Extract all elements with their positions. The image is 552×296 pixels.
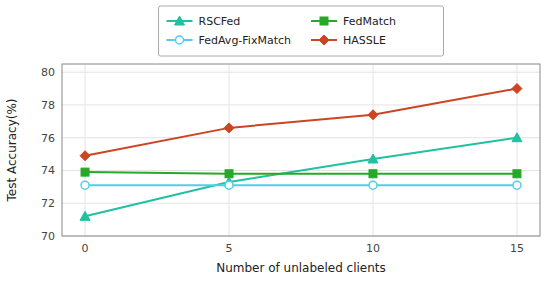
- y-tick-label: 80: [41, 66, 55, 79]
- series-line: [85, 172, 517, 174]
- legend-label: FedMatch: [343, 15, 396, 28]
- x-tick-label: 15: [510, 242, 524, 255]
- series-marker: [368, 154, 378, 163]
- plot-background: [62, 64, 540, 236]
- data-area: [80, 84, 522, 221]
- legend-marker: [319, 35, 329, 45]
- x-axis-label: Number of unlabeled clients: [216, 261, 386, 275]
- series-marker: [80, 151, 90, 161]
- grid: [62, 64, 540, 236]
- x-grid-line: [229, 64, 230, 236]
- series-marker: [513, 181, 521, 189]
- plot-frame: [62, 64, 540, 236]
- legend-marker: [320, 17, 328, 25]
- y-axis-label: Test Accuracy(%): [5, 99, 19, 203]
- legend-frame: [159, 6, 444, 56]
- series-marker: [369, 170, 377, 178]
- series-marker: [81, 168, 89, 176]
- series-line: [85, 138, 517, 217]
- x-tick-label: 10: [366, 242, 380, 255]
- y-tick-label: 76: [41, 132, 55, 145]
- legend-label: FedAvg-FixMatch: [199, 34, 292, 47]
- x-grid-line: [85, 64, 86, 236]
- series-marker: [80, 211, 90, 220]
- series-marker: [368, 110, 378, 120]
- series-line: [85, 89, 517, 156]
- series-marker: [512, 133, 522, 142]
- chart-container: 70 72 74 76 78 80 0 5 10 15 Number of unlabeled cl…: [0, 0, 552, 296]
- legend-marker: [176, 36, 184, 44]
- y-tick-label: 70: [41, 230, 55, 243]
- series-marker: [513, 170, 521, 178]
- y-tick-label: 78: [41, 99, 55, 112]
- series-marker: [81, 181, 89, 189]
- chart: 70 72 74 76 78 80 0 5 10 15 Number of unlabeled cl…: [0, 0, 552, 296]
- y-tick-label: 72: [41, 197, 55, 210]
- series-marker: [369, 181, 377, 189]
- legend-marker: [175, 16, 185, 25]
- y-grid-line: [62, 72, 540, 73]
- x-tick-label: 5: [226, 242, 233, 255]
- x-tick-label: 0: [82, 242, 89, 255]
- series-marker: [225, 181, 233, 189]
- series-marker: [225, 170, 233, 178]
- y-grid-line: [62, 137, 540, 138]
- x-grid-line: [372, 64, 373, 236]
- y-tick-label: 74: [41, 164, 55, 177]
- legend-label: HASSLE: [343, 34, 386, 47]
- y-grid-line: [62, 104, 540, 105]
- series-marker: [512, 84, 522, 94]
- y-grid-line: [62, 203, 540, 204]
- legend-label: RSCFed: [199, 15, 241, 28]
- series-line: [85, 184, 517, 186]
- legend: RSCFed FedMatch FedAvg-FixMatch HASSLE: [159, 6, 444, 56]
- series-marker: [224, 123, 234, 133]
